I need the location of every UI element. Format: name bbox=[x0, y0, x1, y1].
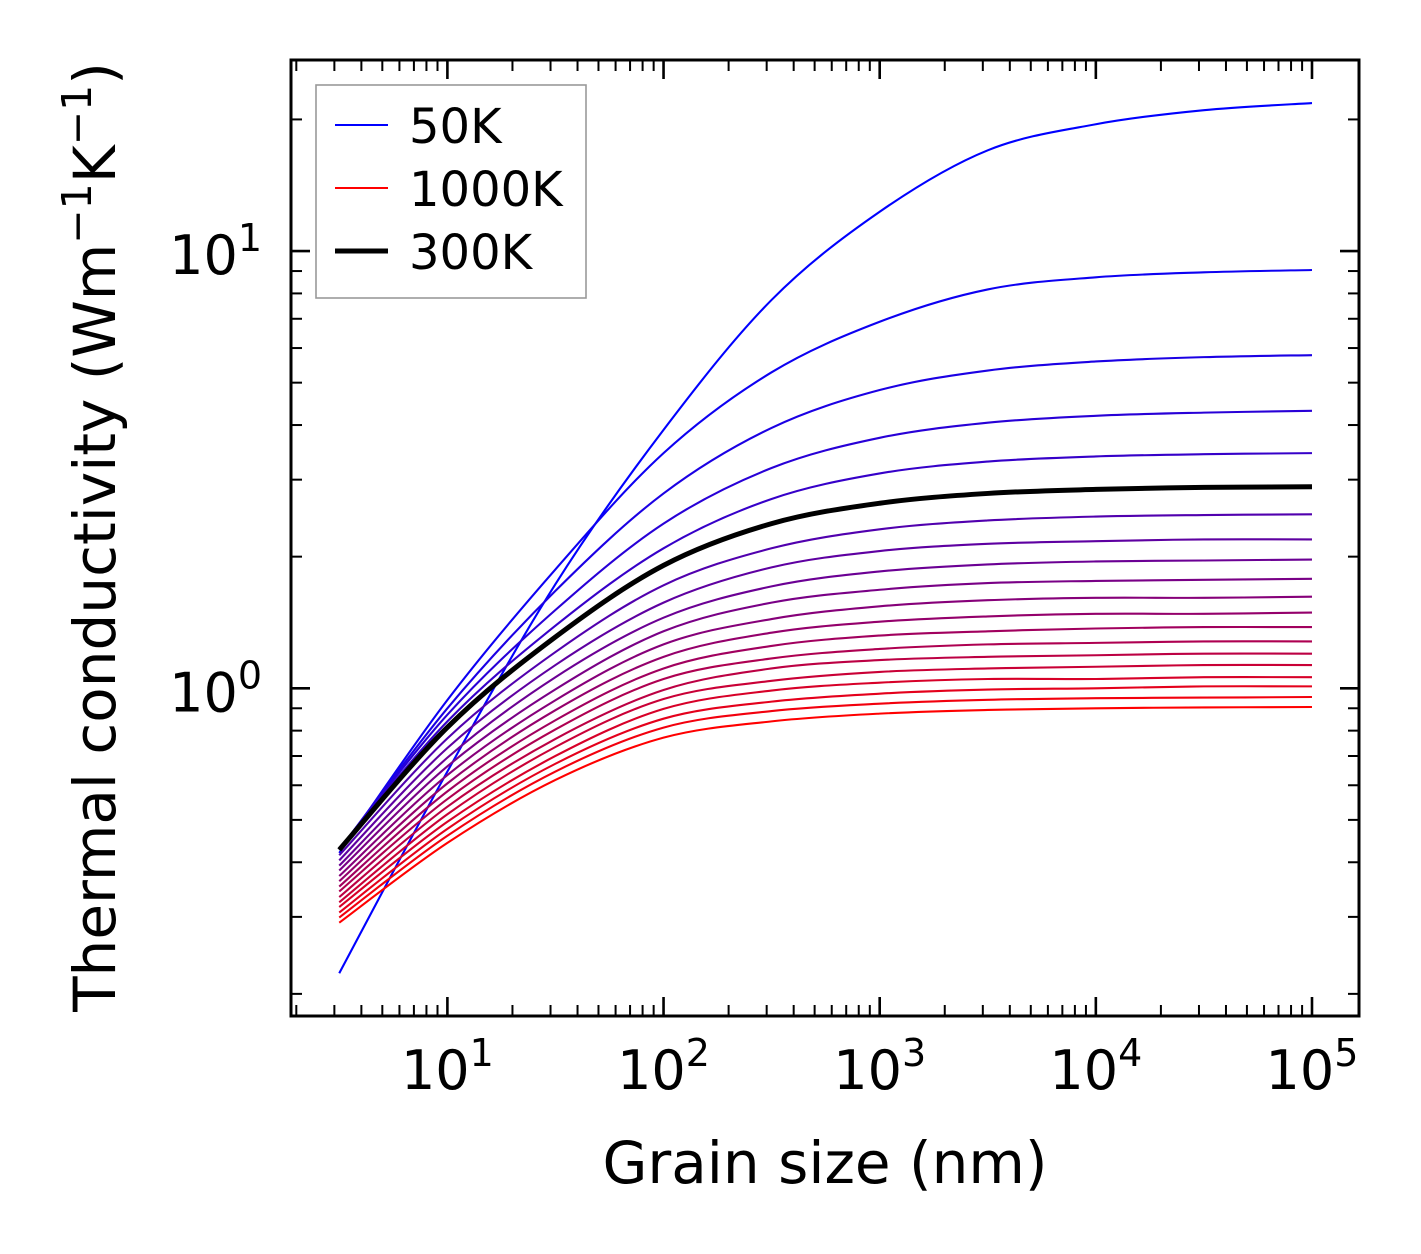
y-tick-label: 100 bbox=[169, 653, 262, 724]
y-axis-label-text: K bbox=[61, 143, 129, 183]
y-axis-label-superscript: −1 bbox=[53, 183, 101, 243]
series-line-500K bbox=[338, 577, 1313, 872]
series-line-700K bbox=[338, 640, 1312, 893]
x-tick-label-base: 10 bbox=[401, 1039, 470, 1102]
axes-frame bbox=[289, 58, 1361, 1018]
x-tick-label-exponent: 3 bbox=[902, 1031, 926, 1075]
series-line-150K bbox=[338, 354, 1313, 851]
series-line-1000K bbox=[338, 705, 1312, 924]
series-layer bbox=[337, 102, 1313, 974]
series-line-850K bbox=[338, 676, 1312, 908]
y-tick-label-base: 10 bbox=[169, 224, 238, 287]
x-tick-label-base: 10 bbox=[617, 1039, 686, 1102]
y-axis-label-text: ) bbox=[61, 62, 129, 85]
series-line-200K bbox=[338, 409, 1313, 850]
x-tick-label-base: 10 bbox=[833, 1039, 902, 1102]
legend: 50K 1000K 300K bbox=[315, 84, 587, 299]
x-tick-label: 105 bbox=[1266, 1031, 1359, 1102]
legend-frame bbox=[315, 84, 587, 299]
x-tick-label-base: 10 bbox=[1049, 1039, 1118, 1102]
series-line-750K bbox=[338, 652, 1312, 898]
series-line-100K bbox=[338, 268, 1313, 854]
x-tick-label: 101 bbox=[401, 1031, 494, 1102]
series-line-950K bbox=[338, 695, 1312, 919]
y-tick-label: 101 bbox=[169, 216, 262, 287]
x-tick-label-base: 10 bbox=[1266, 1039, 1335, 1102]
legend-item-300K: 300K bbox=[335, 225, 534, 281]
x-tick-label-exponent: 2 bbox=[686, 1031, 710, 1075]
x-tick-label: 103 bbox=[833, 1031, 926, 1102]
legend-item-50K: 50K bbox=[335, 99, 503, 155]
tick-layer bbox=[291, 60, 1359, 1016]
series-line-900K bbox=[338, 685, 1312, 914]
x-tick-label-exponent: 4 bbox=[1118, 1031, 1142, 1075]
series-line-400K bbox=[338, 538, 1312, 862]
series-line-800K bbox=[338, 663, 1312, 904]
y-tick-label-base: 10 bbox=[169, 661, 238, 724]
series-line-450K bbox=[338, 558, 1312, 867]
legend-label-300K: 300K bbox=[409, 225, 534, 281]
x-tick-label: 104 bbox=[1049, 1031, 1142, 1102]
x-tick-label-exponent: 1 bbox=[470, 1031, 494, 1075]
series-line-250K bbox=[338, 452, 1313, 850]
y-tick-label-exponent: 0 bbox=[238, 653, 262, 697]
y-axis-label-text: Thermal conductivity (Wm bbox=[61, 244, 129, 1013]
x-tick-label-exponent: 5 bbox=[1334, 1031, 1358, 1075]
legend-label-1000K: 1000K bbox=[409, 162, 564, 218]
x-axis-label: Grain size (nm) bbox=[602, 1129, 1047, 1197]
y-axis-label-superscript: −1 bbox=[53, 85, 101, 145]
legend-item-1000K: 1000K bbox=[335, 162, 564, 218]
series-line-600K bbox=[338, 611, 1313, 882]
legend-label-50K: 50K bbox=[409, 99, 503, 155]
series-line-300K-highlight bbox=[337, 484, 1313, 852]
series-line-650K bbox=[338, 625, 1312, 888]
y-tick-label-exponent: 1 bbox=[238, 216, 262, 260]
series-line-350K bbox=[338, 513, 1312, 856]
y-axis-label: Thermal conductivity (Wm−1K−1) bbox=[53, 62, 129, 1013]
x-tick-label: 102 bbox=[617, 1031, 710, 1102]
series-line-550K bbox=[338, 595, 1313, 877]
